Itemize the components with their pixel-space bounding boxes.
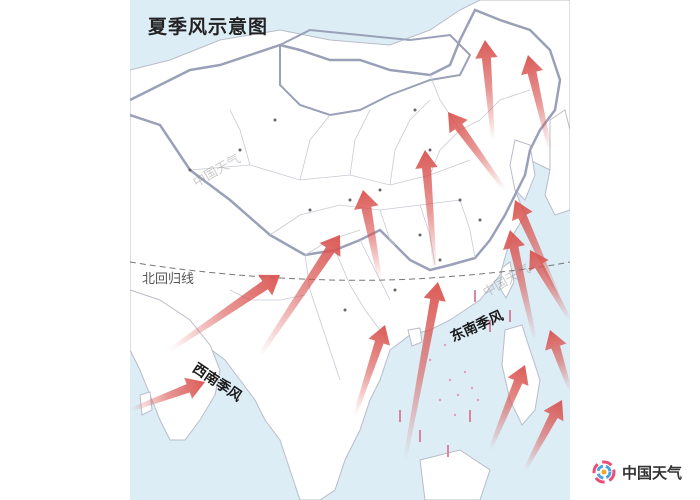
southwest-monsoon-arrow	[258, 235, 341, 357]
southeast-monsoon-arrow	[448, 112, 507, 192]
southwest-monsoon-arrow	[168, 274, 280, 352]
arrows-layer	[130, 40, 570, 471]
japan-land	[544, 109, 570, 216]
southeast-monsoon-arrow	[503, 230, 537, 341]
southeast-monsoon-arrow	[521, 55, 552, 151]
city-dots	[188, 108, 482, 312]
southeast-monsoon-arrow	[545, 330, 570, 391]
island-dots	[428, 343, 480, 417]
china-weather-logo: 中国天气	[592, 460, 682, 484]
southeast-monsoon-arrow	[529, 250, 570, 321]
southeast-monsoon-arrow	[523, 400, 564, 471]
southeast-monsoon-arrow	[488, 365, 529, 451]
southeast-monsoon-arrow	[512, 200, 562, 301]
mongolia-border	[279, 28, 472, 117]
china-border	[130, 8, 562, 272]
southwest-monsoon-arrow	[130, 377, 205, 412]
hainan-land	[407, 327, 423, 347]
southeast-monsoon-arrow	[415, 150, 438, 271]
south-china-sea-dashes	[399, 290, 511, 457]
borneo-land	[419, 449, 491, 500]
tropic-of-cancer-label: 北回归线	[142, 272, 195, 287]
south-asia-land	[130, 289, 221, 441]
southwest-monsoon-arrow	[403, 282, 446, 461]
southwest-monsoon-arrow	[354, 190, 382, 281]
southeast-monsoon-arrow	[475, 40, 498, 141]
map-svg	[130, 0, 570, 500]
logo-text: 中国天气	[622, 463, 683, 482]
southwest-monsoon-arrow	[353, 325, 390, 416]
page-title: 夏季风示意图	[148, 16, 269, 38]
map-area	[130, 0, 570, 500]
china-weather-logo-icon	[592, 460, 616, 484]
